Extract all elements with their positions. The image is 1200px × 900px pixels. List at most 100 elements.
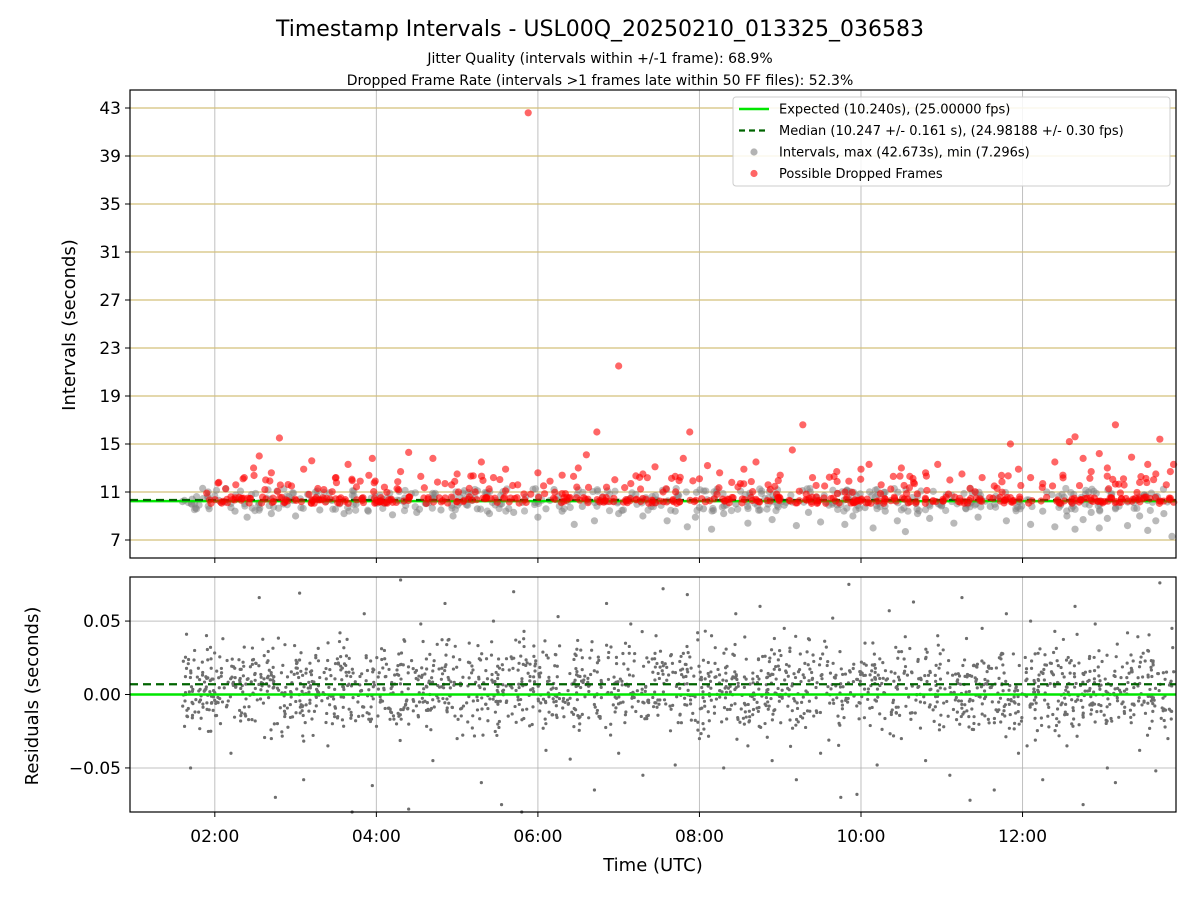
dropped-frame-point bbox=[300, 465, 308, 473]
dropped-frame-point bbox=[835, 499, 843, 507]
residual-point bbox=[490, 640, 494, 644]
residual-point bbox=[359, 688, 364, 693]
residual-point bbox=[696, 720, 700, 724]
residual-point bbox=[595, 708, 600, 713]
residual-point bbox=[880, 681, 884, 686]
dropped-frame-point bbox=[352, 483, 361, 491]
residual-point bbox=[654, 634, 658, 638]
residual-point bbox=[938, 686, 942, 690]
residual-point bbox=[272, 722, 276, 726]
residual-point bbox=[829, 687, 833, 691]
dropped-frame-point bbox=[738, 495, 746, 503]
dropped-frame-point bbox=[857, 475, 865, 483]
residual-point bbox=[766, 707, 770, 711]
residual-point bbox=[509, 655, 513, 659]
residual-point bbox=[330, 722, 335, 726]
residual-point bbox=[1164, 670, 1169, 674]
dropped-frame-point bbox=[420, 484, 428, 492]
residual-point bbox=[218, 722, 223, 726]
residual-point bbox=[501, 668, 505, 672]
residual-point bbox=[613, 710, 617, 714]
residual-point bbox=[1163, 677, 1167, 681]
residual-point bbox=[1032, 690, 1037, 694]
dropped-frame-point bbox=[857, 495, 866, 503]
residual-point bbox=[894, 711, 899, 715]
residual-point bbox=[616, 688, 620, 693]
residual-point bbox=[924, 657, 928, 661]
dropped-frame-point bbox=[786, 497, 794, 505]
residual-point bbox=[742, 722, 746, 726]
residual-point bbox=[958, 722, 962, 726]
residual-point bbox=[220, 700, 225, 704]
dropped-frame-point bbox=[1136, 478, 1144, 486]
residual-point bbox=[975, 662, 980, 666]
residual-point bbox=[445, 697, 449, 701]
residual-point bbox=[851, 666, 855, 671]
residual-point bbox=[1129, 666, 1133, 670]
residual-point bbox=[614, 661, 619, 666]
residual-point bbox=[1072, 664, 1077, 668]
residual-point bbox=[651, 670, 655, 674]
residual-point bbox=[766, 700, 770, 704]
residual-point bbox=[376, 675, 380, 679]
residual-point bbox=[445, 710, 449, 714]
residual-point bbox=[696, 631, 700, 635]
residual-point bbox=[1161, 671, 1165, 675]
residual-point bbox=[896, 675, 901, 679]
residual-point bbox=[667, 673, 671, 677]
residual-point bbox=[1113, 669, 1117, 673]
residual-point bbox=[297, 675, 301, 680]
residual-point bbox=[786, 674, 790, 678]
residual-point bbox=[539, 701, 543, 705]
residual-point bbox=[338, 631, 342, 635]
dropped-frame-point bbox=[447, 493, 456, 501]
residual-point bbox=[876, 695, 880, 699]
residual-point bbox=[586, 676, 590, 680]
residual-point bbox=[1125, 631, 1130, 635]
residual-point bbox=[234, 685, 238, 689]
residual-point bbox=[1081, 705, 1085, 709]
residual-point bbox=[267, 684, 271, 688]
dropped-frame-point bbox=[527, 490, 535, 498]
dropped-frame-point bbox=[471, 488, 479, 496]
residual-point bbox=[275, 721, 280, 726]
dropped-frame-point bbox=[500, 493, 509, 501]
residual-point bbox=[910, 711, 914, 715]
residual-point bbox=[437, 699, 441, 703]
residual-point bbox=[302, 685, 306, 689]
residual-point bbox=[688, 655, 692, 659]
residual-point bbox=[794, 717, 799, 722]
residual-point bbox=[990, 700, 994, 704]
residual-point bbox=[1068, 661, 1072, 665]
residual-point bbox=[1089, 695, 1093, 699]
residual-point bbox=[984, 695, 988, 699]
residual-point bbox=[883, 716, 887, 721]
residual-point bbox=[262, 735, 267, 740]
residual-point bbox=[491, 680, 495, 684]
residual-point bbox=[543, 639, 547, 643]
residual-point bbox=[798, 652, 802, 656]
dropped-frame-point bbox=[766, 497, 774, 505]
residual-point bbox=[1125, 661, 1129, 665]
residual-point bbox=[182, 724, 187, 728]
residual-point bbox=[796, 720, 800, 724]
residual-point bbox=[937, 723, 942, 727]
dropped-frame-point bbox=[747, 477, 755, 486]
residual-point bbox=[734, 686, 738, 690]
dropped-frame-point bbox=[912, 499, 920, 507]
residual-point bbox=[684, 662, 688, 667]
residual-point bbox=[288, 702, 292, 707]
residual-point bbox=[439, 677, 443, 681]
residual-point bbox=[328, 667, 332, 672]
interval-point bbox=[1136, 512, 1144, 520]
dropped-frame-point bbox=[896, 472, 904, 480]
dropped-frame-point bbox=[273, 487, 282, 495]
residual-point bbox=[992, 716, 997, 721]
dropped-frame-point bbox=[686, 496, 694, 504]
residual-point bbox=[620, 683, 624, 687]
residual-point bbox=[685, 644, 689, 649]
residual-point bbox=[959, 699, 964, 703]
residual-point bbox=[658, 665, 662, 669]
residual-point bbox=[307, 709, 311, 713]
residual-point bbox=[1036, 684, 1041, 689]
